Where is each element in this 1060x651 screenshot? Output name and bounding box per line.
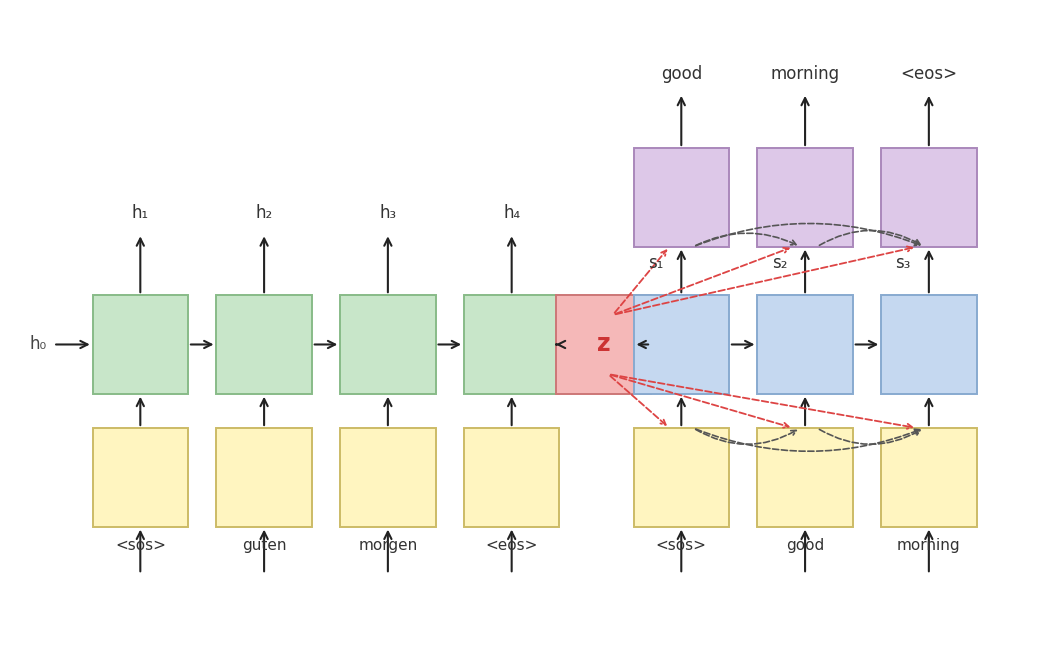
Text: h₀: h₀ (30, 335, 47, 353)
FancyArrowPatch shape (556, 341, 565, 348)
FancyBboxPatch shape (881, 428, 976, 527)
FancyArrowPatch shape (801, 98, 809, 145)
FancyArrowPatch shape (56, 341, 88, 348)
FancyArrowPatch shape (819, 230, 920, 245)
FancyBboxPatch shape (634, 428, 729, 527)
Text: guten: guten (242, 538, 286, 553)
FancyBboxPatch shape (881, 148, 976, 247)
Text: morning: morning (771, 66, 840, 83)
FancyBboxPatch shape (881, 295, 976, 394)
FancyArrowPatch shape (615, 251, 667, 312)
FancyBboxPatch shape (92, 428, 188, 527)
Text: h₃: h₃ (379, 204, 396, 222)
FancyArrowPatch shape (801, 252, 809, 292)
Text: s₁: s₁ (648, 255, 664, 272)
Text: morning: morning (897, 538, 960, 553)
FancyBboxPatch shape (340, 428, 436, 527)
FancyArrowPatch shape (695, 430, 796, 445)
Text: s₃: s₃ (896, 255, 911, 272)
FancyArrowPatch shape (677, 399, 685, 425)
Text: <eos>: <eos> (900, 66, 957, 83)
Text: morgen: morgen (358, 538, 418, 553)
FancyArrowPatch shape (677, 98, 685, 145)
Text: <sos>: <sos> (114, 538, 165, 553)
Text: z: z (597, 333, 611, 357)
FancyArrowPatch shape (801, 399, 809, 425)
FancyArrowPatch shape (137, 238, 144, 292)
FancyArrowPatch shape (611, 375, 789, 428)
FancyArrowPatch shape (611, 376, 666, 425)
FancyBboxPatch shape (340, 295, 436, 394)
Text: <eos>: <eos> (485, 538, 537, 553)
FancyArrowPatch shape (677, 532, 685, 572)
FancyArrowPatch shape (639, 341, 649, 348)
Text: h₄: h₄ (504, 204, 520, 222)
FancyArrowPatch shape (508, 399, 515, 425)
FancyBboxPatch shape (758, 148, 852, 247)
FancyBboxPatch shape (464, 428, 560, 527)
FancyArrowPatch shape (315, 341, 335, 348)
FancyArrowPatch shape (925, 98, 933, 145)
Text: h₁: h₁ (131, 204, 148, 222)
FancyArrowPatch shape (261, 238, 268, 292)
FancyArrowPatch shape (695, 429, 920, 451)
FancyBboxPatch shape (634, 295, 729, 394)
FancyArrowPatch shape (801, 532, 809, 572)
FancyArrowPatch shape (925, 532, 933, 572)
FancyArrowPatch shape (385, 238, 391, 292)
FancyBboxPatch shape (92, 295, 188, 394)
FancyArrowPatch shape (385, 532, 391, 572)
FancyArrowPatch shape (855, 341, 876, 348)
FancyArrowPatch shape (925, 252, 933, 292)
FancyArrowPatch shape (616, 248, 789, 314)
FancyArrowPatch shape (731, 341, 753, 348)
FancyArrowPatch shape (508, 532, 515, 572)
FancyArrowPatch shape (677, 252, 685, 292)
FancyArrowPatch shape (616, 247, 913, 314)
FancyBboxPatch shape (634, 148, 729, 247)
FancyBboxPatch shape (216, 428, 312, 527)
FancyArrowPatch shape (137, 532, 144, 572)
Text: <sos>: <sos> (656, 538, 707, 553)
FancyBboxPatch shape (555, 295, 651, 394)
FancyBboxPatch shape (758, 295, 852, 394)
FancyArrowPatch shape (695, 233, 796, 245)
FancyArrowPatch shape (439, 341, 459, 348)
FancyArrowPatch shape (508, 238, 515, 292)
FancyArrowPatch shape (261, 532, 268, 572)
Text: h₂: h₂ (255, 204, 272, 222)
FancyArrowPatch shape (385, 399, 391, 425)
FancyArrowPatch shape (137, 399, 144, 425)
FancyBboxPatch shape (216, 295, 312, 394)
FancyArrowPatch shape (925, 399, 933, 425)
FancyBboxPatch shape (758, 428, 852, 527)
FancyBboxPatch shape (464, 295, 560, 394)
FancyArrowPatch shape (611, 374, 913, 429)
Text: good: good (785, 538, 825, 553)
FancyArrowPatch shape (819, 430, 920, 445)
FancyArrowPatch shape (695, 223, 920, 245)
FancyArrowPatch shape (191, 341, 211, 348)
Text: s₂: s₂ (772, 255, 788, 272)
Text: good: good (660, 66, 702, 83)
FancyArrowPatch shape (261, 399, 268, 425)
